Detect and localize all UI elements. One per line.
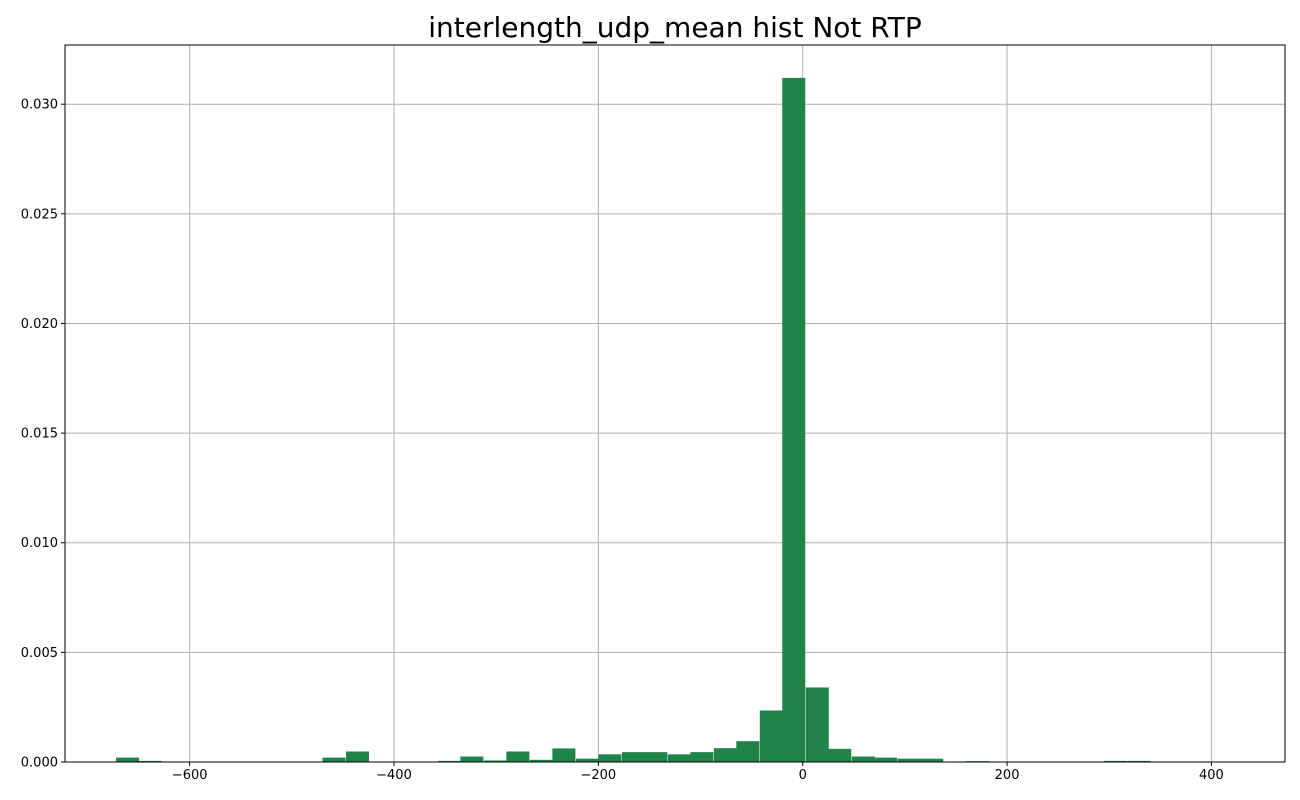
histogram-bar [644, 752, 668, 762]
plot-frame [64, 44, 1286, 763]
histogram-bar [598, 754, 622, 762]
histogram-bar [437, 760, 461, 762]
histogram-bar [759, 710, 783, 762]
histogram-bar [621, 752, 645, 762]
y-axis-ticks: 0.000 0.005 0.010 0.015 0.020 0.025 0.030 [21, 98, 65, 771]
histogram-bar [851, 756, 875, 762]
y-tick-label: 0.000 [21, 756, 58, 771]
histogram-bar [460, 756, 484, 762]
histogram-bar [552, 748, 576, 762]
grid [65, 45, 1285, 763]
histogram-bar [322, 757, 346, 762]
y-tick-label: 0.025 [21, 207, 58, 222]
y-tick-label: 0.030 [21, 98, 58, 113]
histogram-bars [116, 77, 1151, 763]
histogram-bar [138, 760, 162, 762]
y-tick-label: 0.010 [21, 536, 58, 551]
histogram-bar [483, 760, 507, 762]
histogram-bar [713, 748, 737, 762]
histogram-bar [920, 758, 944, 762]
chart-title: interlength_udp_mean hist Not RTP [428, 11, 921, 44]
histogram-bar [529, 759, 553, 762]
histogram-bar [345, 751, 369, 762]
y-tick-label: 0.005 [21, 646, 58, 661]
x-tick-label: 0 [799, 768, 807, 783]
histogram-bar [805, 687, 829, 762]
histogram-bar [116, 757, 140, 762]
histogram-bar [690, 752, 714, 762]
x-tick-label: −600 [172, 768, 208, 783]
histogram-bar [874, 757, 898, 762]
x-axis-ticks: −600 −400 −200 0 200 400 [172, 762, 1224, 783]
y-tick-label: 0.020 [21, 317, 58, 332]
x-tick-label: 200 [995, 768, 1020, 783]
x-tick-label: −200 [581, 768, 617, 783]
y-tick-label: 0.015 [21, 427, 58, 442]
histogram-bar [782, 77, 806, 763]
histogram-bar [1127, 760, 1151, 762]
histogram-bar [736, 741, 760, 762]
histogram-bar [828, 748, 852, 762]
histogram-bar [667, 754, 691, 762]
x-tick-label: 400 [1199, 768, 1224, 783]
histogram-bar [575, 758, 599, 762]
x-tick-label: −400 [376, 768, 412, 783]
histogram-bar [506, 751, 530, 762]
histogram-bar [1104, 760, 1128, 762]
histogram-bar [897, 758, 921, 762]
